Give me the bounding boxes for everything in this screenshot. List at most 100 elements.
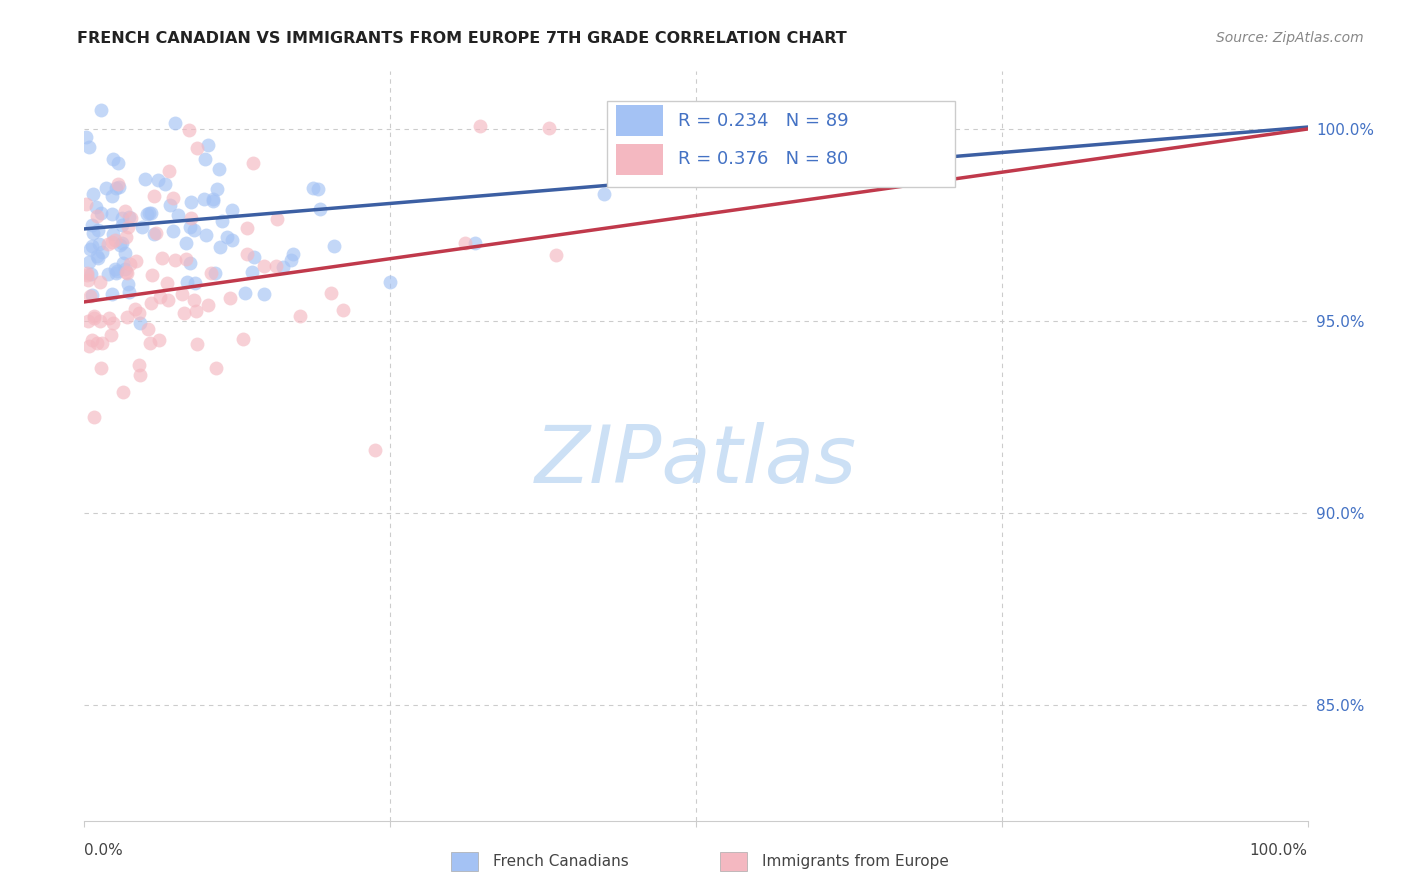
Point [162,224,184,238]
Point [84,201,107,215]
Point [218,291,240,305]
Point [98,311,121,326]
FancyBboxPatch shape [606,102,955,187]
Point [101,235,124,249]
Point [82,288,104,302]
Point [107,156,129,170]
Point [232,332,254,346]
Point [89,275,111,289]
Point [197,298,219,312]
Point [141,268,163,282]
Point [128,306,150,320]
Point [221,202,243,217]
Point [242,156,264,170]
Point [111,211,134,225]
Point [194,152,217,166]
Point [114,246,136,260]
Point [114,265,136,279]
Point [195,227,218,242]
Point [186,304,208,318]
Point [75,197,97,211]
FancyBboxPatch shape [451,852,478,871]
Text: 100.0%: 100.0% [1250,843,1308,858]
Point [125,254,148,268]
Point [157,164,180,178]
Point [165,252,187,267]
Point [136,206,159,220]
Point [96,181,118,195]
Point [90,206,112,220]
Point [101,207,124,221]
Point [77,339,100,353]
Point [75,129,97,144]
Point [176,275,198,289]
Point [146,173,169,187]
Point [202,192,225,206]
Point [183,293,205,307]
Point [156,293,179,308]
Point [197,137,219,152]
Point [136,321,159,335]
Text: Immigrants from Europe: Immigrants from Europe [762,855,949,870]
Point [163,116,186,130]
Point [253,286,276,301]
Point [145,226,167,240]
Text: ZIPatlas: ZIPatlas [534,422,858,500]
Point [108,180,131,194]
Point [201,194,224,208]
Point [148,333,170,347]
Point [180,194,202,209]
Point [208,161,231,176]
Point [142,227,165,242]
FancyBboxPatch shape [616,144,664,175]
Point [76,268,98,282]
Point [120,211,142,226]
Point [101,316,124,330]
Point [80,239,103,253]
Point [205,182,228,196]
Point [221,233,243,247]
Text: R = 0.234   N = 89: R = 0.234 N = 89 [678,112,848,129]
Point [90,361,112,376]
Point [103,152,125,166]
Point [131,219,153,234]
FancyBboxPatch shape [720,852,748,871]
Point [156,277,179,291]
Point [153,177,176,191]
Point [177,123,200,137]
Point [115,266,138,280]
Point [77,314,100,328]
Point [100,328,122,343]
Point [77,140,100,154]
Point [172,286,194,301]
Point [266,211,288,226]
Point [128,316,150,330]
Point [117,219,139,234]
Point [101,227,124,241]
Point [91,336,114,351]
Point [141,296,163,310]
Point [114,262,136,277]
Point [111,218,134,232]
Point [148,290,170,304]
Point [86,249,108,263]
Text: FRENCH CANADIAN VS IMMIGRANTS FROM EUROPE 7TH GRADE CORRELATION CHART: FRENCH CANADIAN VS IMMIGRANTS FROM EUROP… [77,31,846,46]
Point [281,246,304,260]
Point [211,214,233,228]
Point [86,336,108,351]
Point [82,226,104,240]
Point [193,192,215,206]
FancyBboxPatch shape [616,104,664,136]
Point [80,218,103,232]
Point [91,244,114,259]
Point [118,210,141,224]
Point [546,248,568,262]
Point [76,273,98,287]
Point [104,234,127,248]
Point [105,264,128,278]
Point [243,250,266,264]
Point [90,103,112,117]
Point [184,277,207,291]
Point [134,171,156,186]
Point [97,267,120,281]
